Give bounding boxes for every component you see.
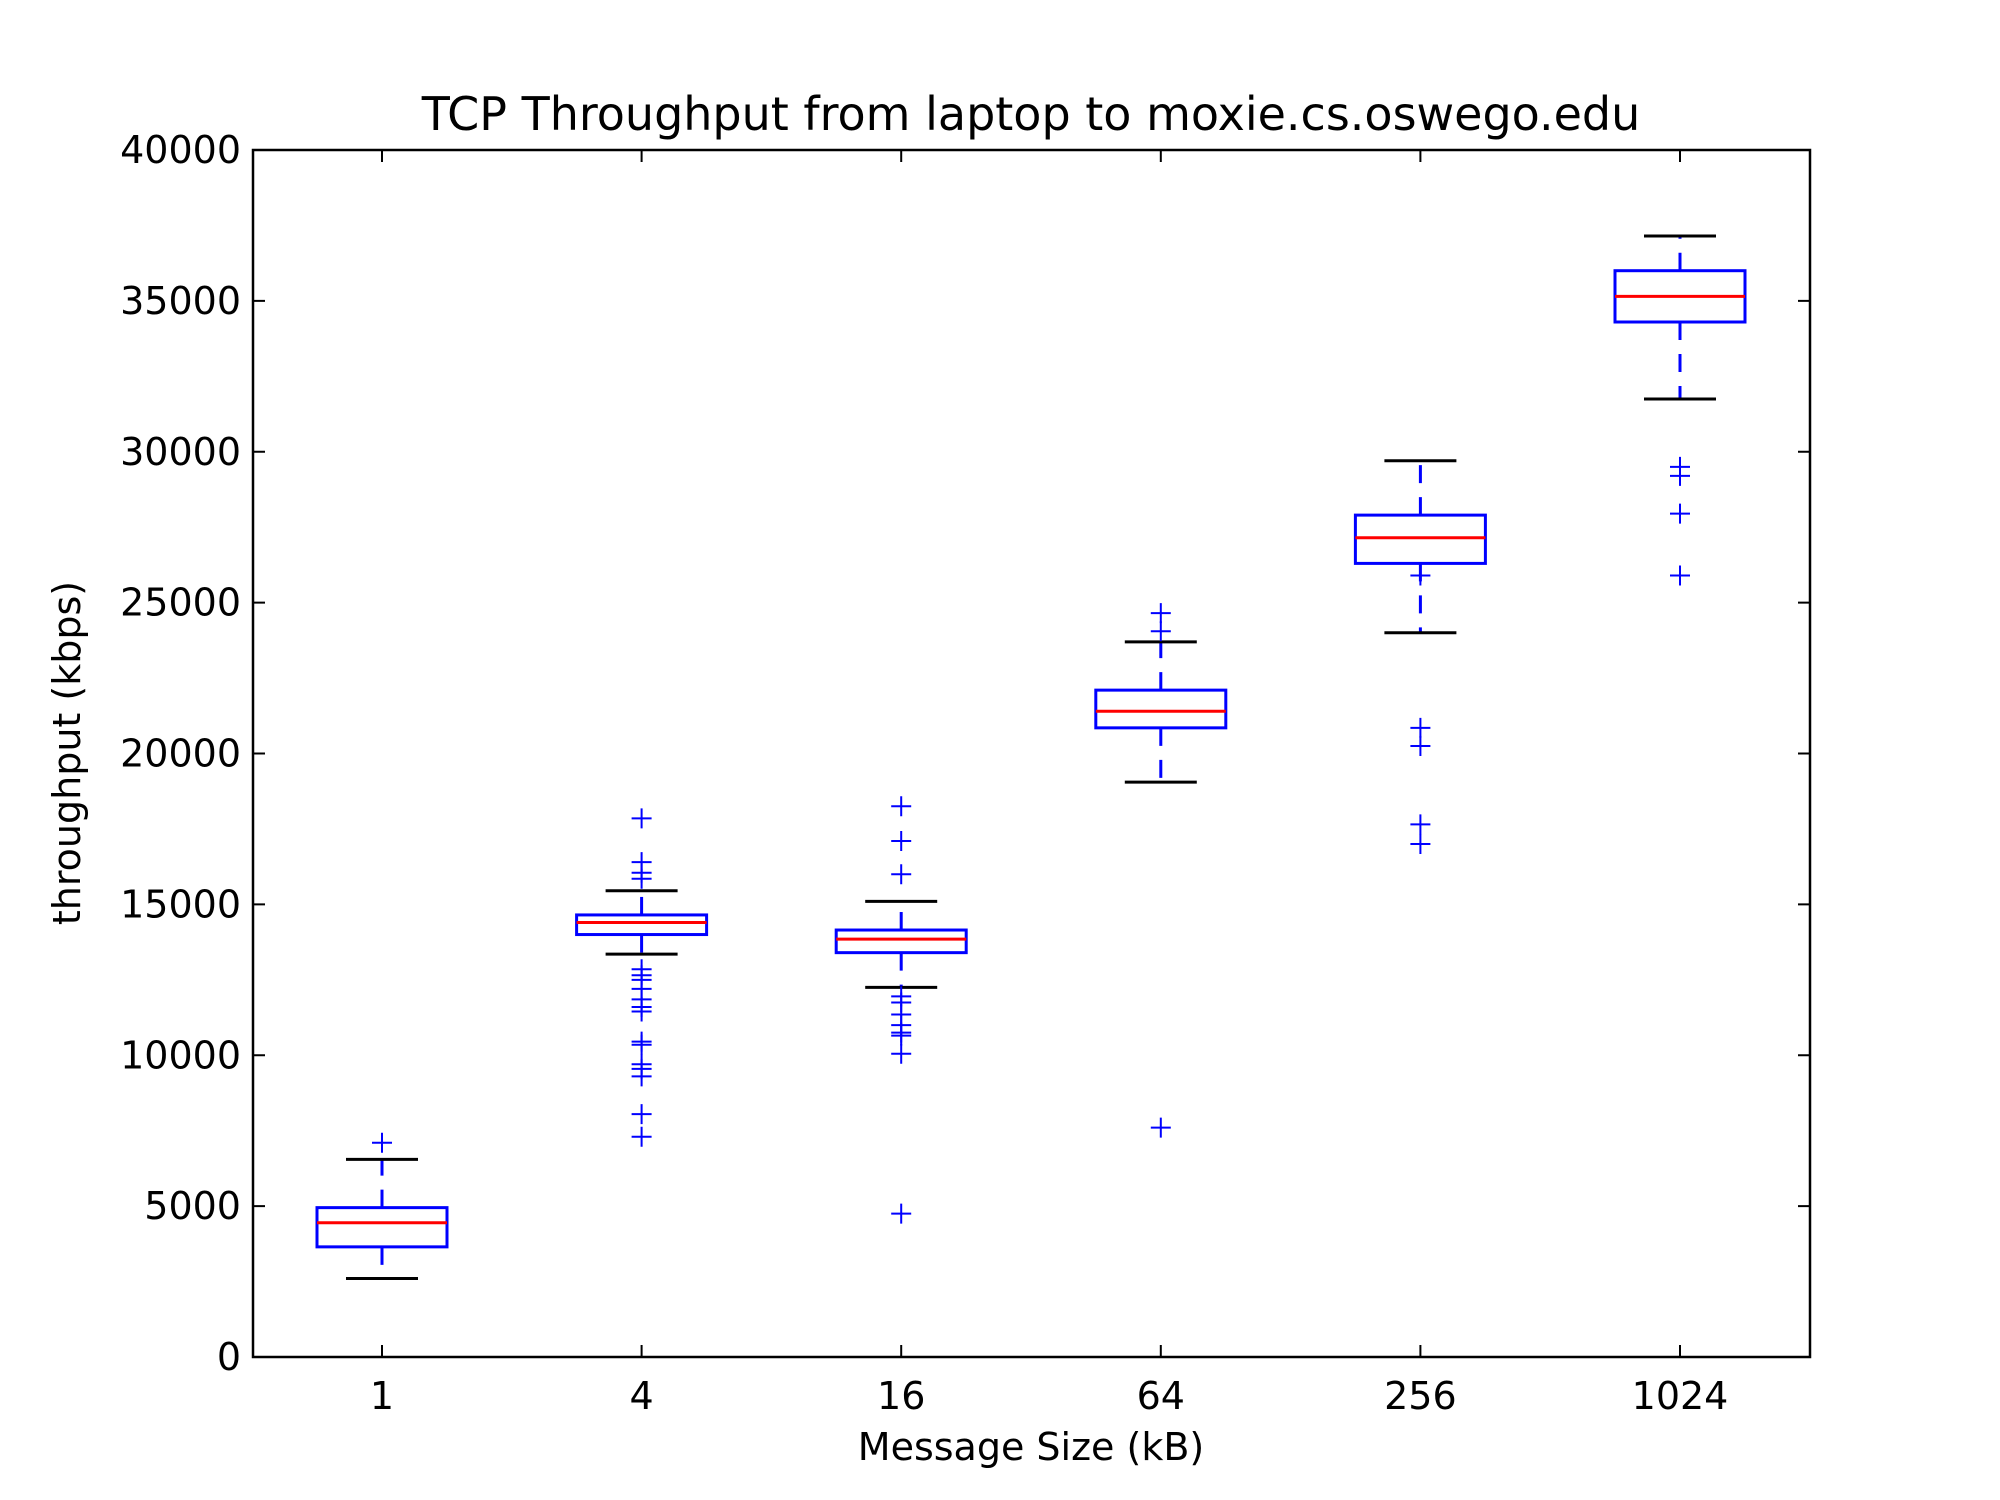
box-iqr [315,1206,449,1249]
outlier-point [1410,834,1431,855]
outlier-point [631,808,652,829]
outlier-point [1410,565,1431,586]
outlier-point [1410,717,1431,738]
outlier-point [631,1001,652,1022]
outlier-point [1670,503,1690,524]
outlier-point [372,1132,392,1153]
outlier-point [631,1034,652,1055]
y-tick-label: 40000 [120,128,241,172]
y-tick-label: 5000 [144,1184,241,1228]
y-tick-label: 10000 [120,1033,241,1077]
outlier-point [1670,465,1690,486]
y-axis-label: throughput (kbps) [45,581,89,925]
outlier-point [1410,814,1431,835]
x-axis-label: Message Size (kB) [858,1425,1204,1469]
axes-frame [251,148,1812,1359]
box-iqr [1094,688,1228,730]
outlier-point [891,796,912,817]
outlier-point [1150,603,1171,624]
outlier-point [1670,565,1690,586]
y-tick-label: 30000 [120,430,241,474]
y-tick-label: 0 [217,1335,241,1379]
outlier-point [631,868,652,889]
x-tick-label: 1 [370,1374,394,1418]
outlier-point [891,831,912,852]
outlier-point [891,1203,912,1224]
x-tick-label: 4 [630,1374,654,1418]
x-tick-label: 1024 [1632,1374,1729,1418]
box-iqr [1353,513,1487,565]
outlier-point [1410,735,1431,756]
outlier-point [1150,1117,1171,1138]
y-tick-label: 20000 [120,732,241,776]
y-tick-label: 35000 [120,279,241,323]
y-tick-label: 25000 [120,581,241,625]
chart-title: TCP Throughput from laptop to moxie.cs.o… [421,87,1641,141]
outlier-point [891,864,912,885]
x-tick-label: 16 [877,1374,925,1418]
y-tick-label: 15000 [120,882,241,926]
outlier-point [891,1025,912,1046]
plot-area: 0 5000 10000 15000 20000 25000 30000 35000 40000… [120,128,1810,1418]
outlier-point [891,1043,912,1064]
outlier-point [631,1066,652,1087]
box-iqr [575,913,709,937]
x-tick-label: 256 [1384,1374,1457,1418]
outlier-point [631,1104,652,1125]
outlier-point [631,1126,652,1147]
box-iqr [834,928,968,955]
x-tick-label: 64 [1137,1374,1185,1418]
outlier-point [1150,621,1171,642]
